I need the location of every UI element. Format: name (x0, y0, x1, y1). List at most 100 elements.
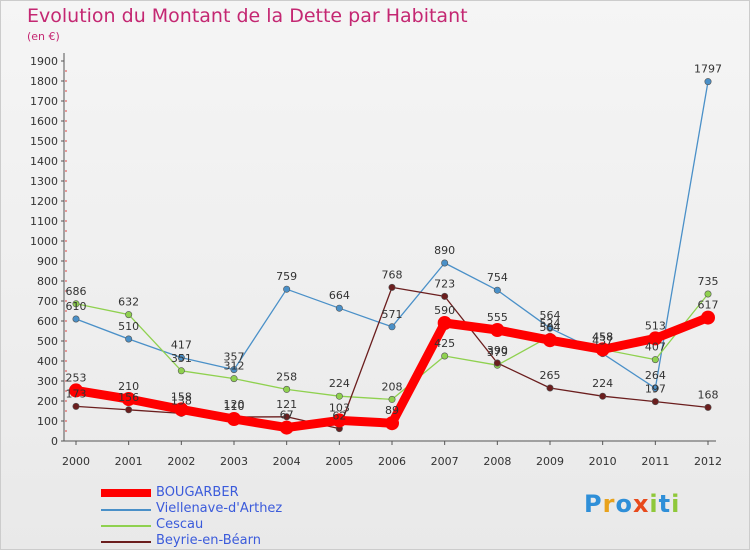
data-label: 197 (645, 383, 666, 396)
data-label: 379 (487, 346, 508, 359)
data-point (230, 366, 238, 374)
data-label: 138 (171, 394, 192, 407)
y-tick-label: 1700 (30, 95, 58, 108)
data-point (490, 323, 505, 337)
y-tick-label: 1800 (30, 75, 58, 88)
data-label: 513 (645, 319, 666, 332)
x-tick-label: 2005 (325, 455, 353, 468)
data-label: 617 (698, 299, 719, 312)
data-point (493, 359, 501, 367)
data-point (651, 356, 659, 364)
data-label: 754 (487, 271, 508, 284)
data-label: 890 (434, 244, 455, 257)
data-label: 664 (329, 289, 350, 302)
data-point (595, 342, 610, 357)
x-tick-label: 2002 (167, 455, 195, 468)
data-point (388, 323, 396, 331)
data-label: 759 (276, 270, 297, 283)
data-label: 390 (487, 344, 508, 357)
y-tick-label: 1600 (30, 115, 58, 128)
data-point (704, 290, 712, 298)
y-tick-label: 1500 (30, 135, 58, 148)
data-label: 253 (66, 371, 87, 384)
x-tick-label: 2001 (115, 455, 143, 468)
data-point (388, 395, 396, 403)
y-tick-label: 600 (37, 315, 58, 328)
data-point (230, 375, 238, 383)
data-point (332, 413, 347, 428)
data-point (283, 385, 291, 393)
data-label: 524 (540, 317, 561, 330)
data-label: 417 (171, 339, 192, 352)
data-point (651, 398, 659, 406)
legend-swatch (101, 489, 151, 497)
data-label: 265 (540, 369, 561, 382)
data-label: 110 (224, 400, 245, 413)
data-point (599, 392, 607, 400)
data-label: 686 (66, 285, 87, 298)
data-label: 1797 (694, 63, 722, 76)
logo-letter: o (615, 490, 633, 518)
data-label: 437 (592, 335, 613, 348)
data-label: 120 (224, 398, 245, 411)
y-tick-label: 1900 (30, 55, 58, 68)
data-label: 89 (385, 404, 399, 417)
legend-swatch (101, 541, 151, 543)
legend-swatch (101, 525, 151, 527)
logo-letter: i (671, 490, 681, 518)
data-point (546, 324, 554, 332)
data-point (704, 403, 712, 411)
legend-label: BOUGARBER (156, 485, 239, 500)
chart-subtitle: (en €) (27, 30, 60, 43)
y-tick-label: 1000 (30, 235, 58, 248)
data-point (335, 392, 343, 400)
x-tick-label: 2003 (220, 455, 248, 468)
data-label: 158 (171, 390, 192, 403)
legend-swatch (101, 509, 151, 511)
logo-letter: r (602, 490, 616, 518)
data-point (651, 384, 659, 392)
logo-letter: i (649, 490, 659, 518)
y-tick-label: 1300 (30, 175, 58, 188)
logo-letter: x (632, 490, 650, 518)
data-label: 208 (382, 380, 403, 393)
data-label: 407 (645, 341, 666, 354)
data-label: 768 (382, 268, 403, 281)
data-label: 458 (592, 330, 613, 343)
x-tick-label: 2006 (378, 455, 406, 468)
data-point (335, 304, 343, 312)
chart-title: Evolution du Montant de la Dette par Hab… (27, 5, 468, 27)
data-label: 224 (592, 377, 613, 390)
legend-label: Viellenave-d'Arthez (156, 501, 283, 516)
data-label: 264 (645, 369, 666, 382)
series-bougarber (69, 310, 715, 435)
y-tick-label: 400 (37, 355, 58, 368)
data-label: 156 (118, 391, 139, 404)
data-point (704, 78, 712, 86)
data-point (441, 259, 449, 267)
data-point (701, 310, 715, 325)
y-tick-label: 800 (37, 275, 58, 288)
proxiti-logo: Proxiti (584, 490, 680, 518)
data-point (441, 352, 449, 360)
legend-label: Cescau (156, 517, 204, 532)
data-point (648, 331, 663, 346)
data-label: 351 (171, 352, 192, 365)
data-label: 735 (698, 275, 719, 288)
legend-label: Beyrie-en-Béarn (156, 533, 261, 548)
x-tick-label: 2011 (641, 455, 669, 468)
data-point (493, 286, 501, 294)
x-tick-label: 2010 (589, 455, 617, 468)
y-tick-label: 1100 (30, 215, 58, 228)
logo-letter: P (584, 490, 603, 518)
y-tick-label: 900 (37, 255, 58, 268)
x-tick-label: 2004 (273, 455, 301, 468)
data-point (388, 283, 396, 291)
y-tick-label: 1400 (30, 155, 58, 168)
x-tick-label: 2007 (431, 455, 459, 468)
data-label: 357 (224, 351, 245, 364)
data-label: 121 (276, 398, 297, 411)
data-point (227, 412, 241, 426)
data-point (177, 367, 185, 375)
